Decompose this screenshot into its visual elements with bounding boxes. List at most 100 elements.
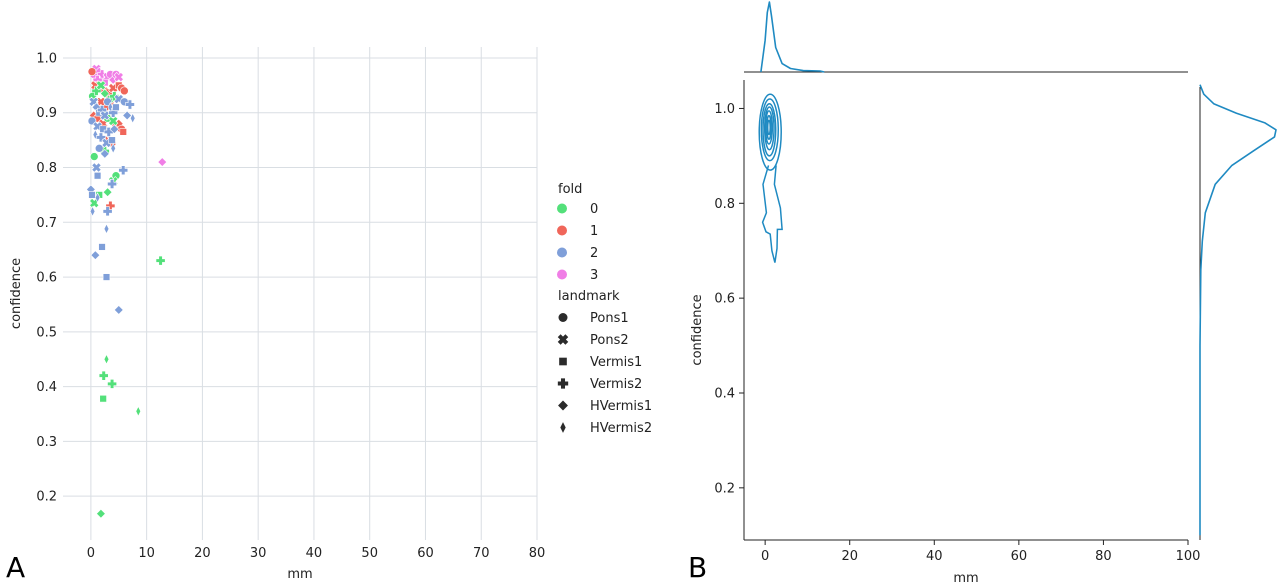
data-point: [99, 394, 107, 403]
data-point: [90, 250, 101, 260]
x-tick-label: 100: [1176, 549, 1201, 564]
data-point: [118, 165, 129, 176]
data-point: [99, 125, 107, 133]
data-point: [103, 223, 110, 235]
data-point: [122, 110, 132, 121]
scatter-legend: fold 0 1 2 3 landmark Pons1 Pons2 Vermis1 Vermis2…: [557, 182, 652, 436]
legend-style-label: Pons2: [590, 333, 629, 348]
data-point: [119, 128, 127, 136]
x-tick-label: 0: [761, 549, 769, 564]
legend-style-title: landmark: [558, 289, 620, 304]
scatter-panel: 0 10 20 30 40 50 60 70 80 0.2 0.3 0.4 0.5 0.6 0.7 0.8 0.…: [9, 47, 545, 582]
legend-style-label: Vermis1: [590, 355, 642, 370]
x-tick-label: 60: [417, 546, 434, 561]
data-point: [87, 67, 97, 76]
legend-hue-label: 2: [590, 246, 598, 261]
y-axis-label: confidence: [9, 258, 24, 329]
legend-style-marker: [559, 357, 567, 366]
y-tick-label: 0.3: [36, 435, 57, 450]
data-point: [120, 86, 129, 96]
data-point: [94, 192, 101, 204]
y-tick-label: 0.6: [714, 292, 735, 307]
legend-style-label: HVermis2: [590, 421, 652, 436]
data-point: [93, 172, 102, 180]
data-point: [95, 80, 107, 91]
kde-contour: [762, 102, 777, 157]
data-point: [102, 206, 113, 217]
kde-contour: [764, 110, 774, 145]
legend-style-marker: [560, 422, 566, 433]
data-point: [107, 179, 117, 189]
data-point: [108, 136, 116, 144]
y-tick-label: 0.6: [36, 271, 57, 286]
y-tick-label: 0.7: [36, 216, 57, 231]
data-point: [125, 99, 135, 110]
right-marginal-density: [1199, 84, 1277, 536]
data-point: [135, 405, 142, 417]
y-tick-label: 0.9: [36, 106, 57, 121]
x-axis-label: mm: [287, 567, 312, 582]
legend-hue-label: 0: [590, 202, 598, 217]
x-tick-label: 80: [529, 546, 546, 561]
data-point: [88, 191, 96, 199]
data-point: [107, 378, 117, 389]
kde-contour: [758, 93, 782, 171]
data-point: [99, 148, 110, 159]
legend-style-label: Vermis2: [590, 377, 642, 392]
x-tick-label: 80: [1095, 549, 1112, 564]
kde-contour: [766, 119, 771, 136]
x-tick-label: 20: [841, 549, 858, 564]
top-marginal-density: [760, 1, 825, 73]
legend-style-marker: [557, 334, 569, 345]
y-tick-label: 0.2: [36, 490, 57, 505]
panel-letter-b: B: [688, 551, 707, 584]
x-tick-label: 50: [361, 546, 378, 561]
legend-style-label: HVermis1: [590, 399, 652, 414]
y-tick-label: 0.8: [36, 161, 57, 176]
y-tick-label: 0.2: [714, 481, 735, 496]
kde-contour: [763, 106, 775, 151]
data-point: [99, 110, 110, 121]
data-point: [155, 255, 166, 266]
kde-contour-tail: [761, 165, 783, 263]
y-tick-label: 0.8: [714, 197, 735, 212]
legend-style-marker: [558, 313, 568, 322]
data-point: [110, 142, 116, 154]
x-tick-label: 40: [306, 546, 323, 561]
x-tick-label: 70: [473, 546, 490, 561]
data-point: [94, 144, 104, 153]
x-tick-label: 60: [1011, 549, 1028, 564]
y-axis-label: confidence: [690, 294, 705, 365]
legend-hue-label: 3: [590, 268, 598, 283]
data-point: [109, 124, 120, 134]
data-point: [102, 273, 111, 281]
y-tick-label: 1.0: [36, 51, 57, 66]
legend-style-label: Pons1: [590, 311, 629, 326]
y-tick-label: 0.4: [714, 386, 735, 401]
data-point: [98, 243, 106, 251]
kde-contour: [766, 114, 772, 141]
x-tick-label: 30: [250, 546, 267, 561]
data-point: [92, 129, 99, 141]
x-tick-label: 10: [138, 546, 155, 561]
legend-style-marker: [557, 378, 569, 389]
data-point: [89, 205, 96, 217]
legend-hue-marker: [557, 269, 567, 280]
data-point: [99, 88, 110, 99]
data-point: [157, 157, 168, 167]
panel-letter-a: A: [6, 551, 25, 584]
data-point: [102, 187, 113, 197]
data-point: [113, 305, 124, 315]
legend-hue-title: fold: [558, 182, 582, 197]
x-axis-label: mm: [953, 571, 978, 585]
y-tick-label: 0.5: [36, 325, 57, 340]
legend-hue-label: 1: [590, 224, 598, 239]
legend-style-marker: [558, 400, 568, 411]
x-tick-label: 0: [87, 546, 95, 561]
y-tick-label: 1.0: [714, 102, 735, 117]
data-point: [103, 353, 110, 365]
x-tick-label: 40: [926, 549, 943, 564]
kde-contour: [760, 98, 780, 162]
x-tick-label: 20: [194, 546, 211, 561]
